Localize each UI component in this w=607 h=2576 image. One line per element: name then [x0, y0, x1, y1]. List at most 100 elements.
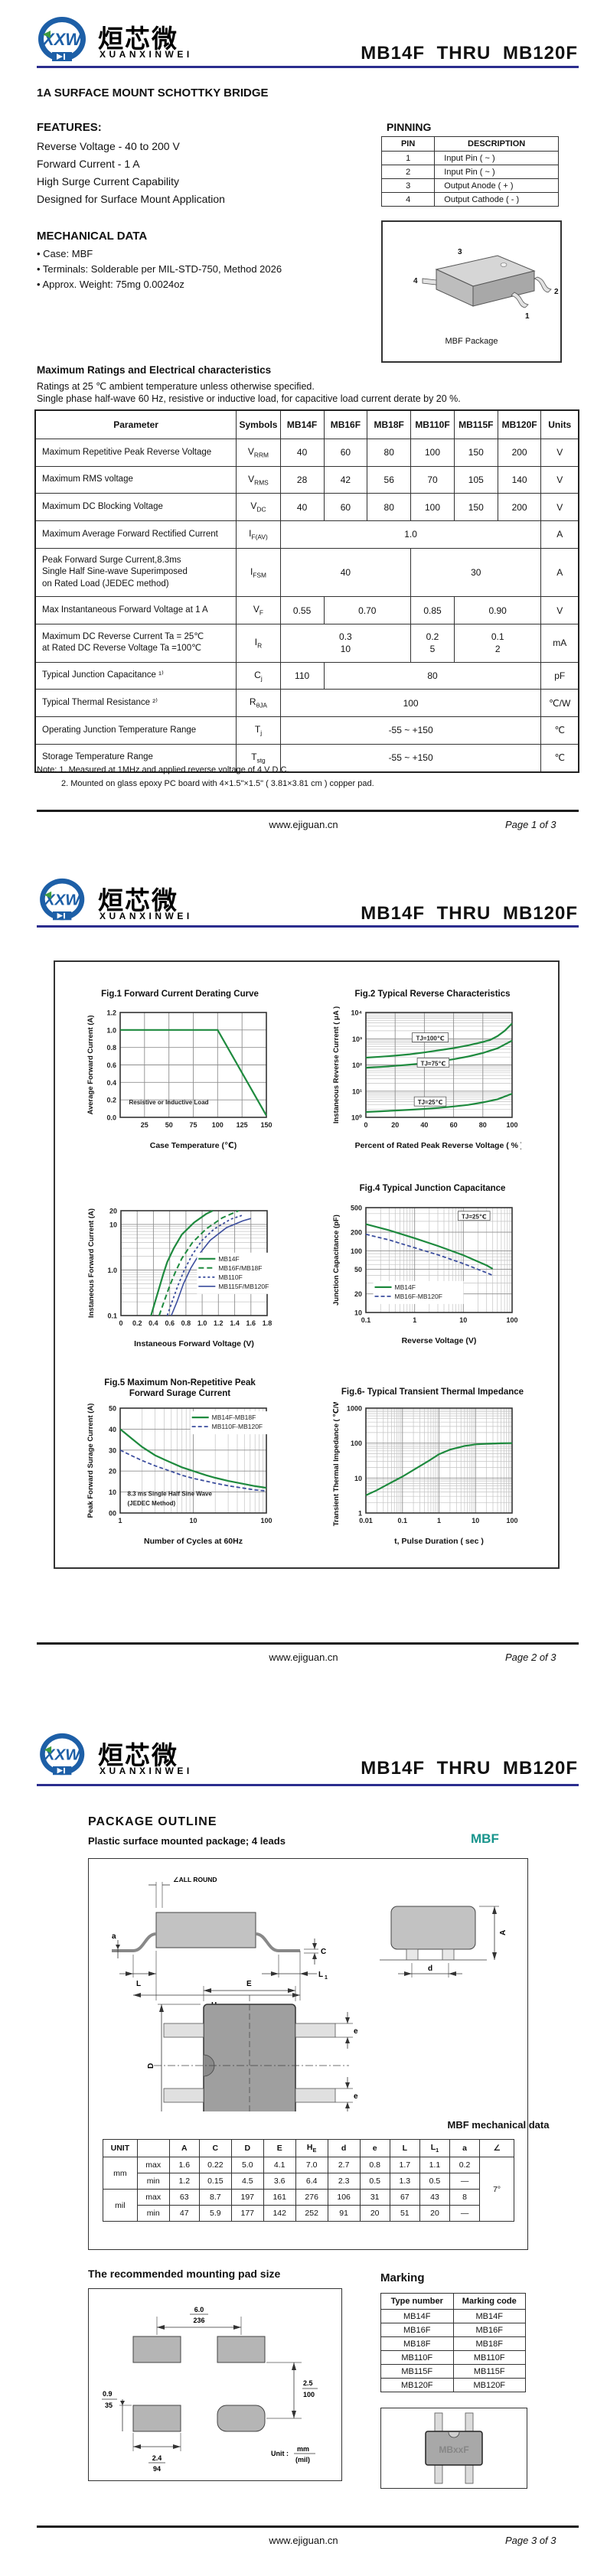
svg-text:Instaneous Forward Current (A: Instaneous Forward Current (A)	[87, 1208, 96, 1318]
dim-L1-sub: 1	[325, 1975, 328, 1981]
fig3-chart: 0 0.2 0.4 0.6 0.8 1.0 1.2 1.4 1.6 1.8 0.1 1.0 10 20 MB…	[85, 1205, 288, 1354]
svg-text:TJ=75℃: TJ=75℃	[421, 1061, 446, 1068]
feature-item-4: Designed for Surface Mount Application	[37, 193, 225, 205]
svg-text:L: L	[318, 1971, 323, 1979]
svg-text:100: 100	[351, 1247, 362, 1255]
feature-item-3: High Surge Current Capability	[37, 175, 179, 187]
ratings-table: Parameter Symbols MB14F MB16F MB18F MB110F MB1…	[34, 409, 579, 773]
fig5-chart: 1 10 100 00 10 20 30 40 50 8.3 ms Single Half Sin…	[84, 1402, 284, 1551]
pad-dim-bottom-mm: 2.4	[152, 2454, 162, 2462]
dim-C-label: C	[321, 1948, 326, 1956]
svg-text:Transient Thermal Impedance (: Transient Thermal Impedance ( ℃/W )	[332, 1402, 341, 1526]
mechanical-item-2: • Terminals: Solderable per MIL-STD-750,…	[37, 263, 282, 275]
pad-unit-mil: (mil)	[295, 2456, 310, 2464]
dim-e-label-1: e	[354, 2027, 358, 2036]
header-rule	[37, 925, 579, 928]
brand-logo-icon: XXW	[37, 1732, 92, 1782]
svg-text:0.4: 0.4	[106, 1079, 116, 1087]
svg-text:MB14F-MB18F: MB14F-MB18F	[212, 1414, 256, 1421]
svg-text:1.2: 1.2	[214, 1319, 224, 1327]
svg-text:10³: 10³	[352, 1035, 362, 1043]
pad-dim-right-mm: 2.5	[303, 2379, 313, 2387]
svg-text:0.1: 0.1	[398, 1517, 408, 1524]
footer-rule-2	[37, 1642, 579, 1645]
svg-text:60: 60	[450, 1121, 458, 1129]
pad-dim-left-mil: 35	[105, 2402, 113, 2409]
footer-rule-1	[37, 810, 579, 812]
marking-chip-box: MBxxF	[380, 2408, 527, 2489]
fig1-title: Fig.1 Forward Current Derating Curve	[101, 990, 259, 999]
svg-text:0.01: 0.01	[359, 1517, 373, 1524]
dim-L1-main: L	[318, 1971, 323, 1979]
svg-text:0.1: 0.1	[361, 1316, 371, 1324]
svg-text:10: 10	[354, 1309, 362, 1317]
footer-page-2: Page 2 of 3	[505, 1652, 556, 1663]
svg-text:1.0: 1.0	[106, 1026, 116, 1034]
svg-text:1: 1	[413, 1316, 416, 1324]
svg-text:MB110F-MB120F: MB110F-MB120F	[212, 1423, 263, 1430]
svg-text:MB16F-MB120F: MB16F-MB120F	[395, 1293, 442, 1300]
ratings-subtitle-1: Ratings at 25 ℃ ambient temperature unle…	[37, 381, 315, 392]
svg-text:75: 75	[189, 1121, 197, 1129]
svg-text:10: 10	[109, 1221, 117, 1228]
svg-text:10¹: 10¹	[352, 1087, 362, 1095]
svg-text:50: 50	[165, 1121, 173, 1129]
svg-text:10²: 10²	[352, 1061, 362, 1069]
svg-text:10: 10	[109, 1489, 116, 1496]
brand-name-zh: 烜芯微	[98, 1741, 178, 1769]
svg-text:20: 20	[109, 1208, 117, 1215]
svg-text:0.8: 0.8	[181, 1319, 191, 1327]
dim-E-label: E	[246, 1980, 252, 1988]
package-outline-subtitle: Plastic surface mounted package; 4 leads	[88, 1835, 286, 1847]
svg-text:1000: 1000	[347, 1405, 362, 1413]
figures-box	[54, 960, 560, 1569]
note-line-2: 2. Mounted on glass epoxy PC board with …	[61, 779, 374, 788]
pad-dim-top-mm: 6.0	[194, 2306, 204, 2314]
svg-text:100: 100	[260, 1517, 272, 1524]
svg-text:Instaneous Reverse Current ( μ: Instaneous Reverse Current ( μA )	[332, 1006, 341, 1123]
fig6-chart: 0.01 0.1 1 10 100 1 10 100 1000 t, Pulse Duration…	[330, 1395, 521, 1551]
svg-text:0.2: 0.2	[106, 1097, 116, 1104]
pin1-label: 1	[525, 312, 530, 321]
package-box: 3 4 2 1 MBF Package	[381, 220, 562, 363]
svg-text:100: 100	[506, 1316, 517, 1324]
svg-text:00: 00	[109, 1510, 116, 1518]
marking-chip-icon: MBxxF	[425, 2412, 483, 2484]
mechanical-item-1: • Case: MBF	[37, 248, 93, 259]
mech-data-title: MBF mechanical data	[447, 2119, 550, 2131]
svg-text:200: 200	[351, 1229, 362, 1237]
svg-text:10: 10	[472, 1517, 479, 1524]
svg-text:Case Temperature (℃): Case Temperature (℃)	[150, 1141, 237, 1150]
svg-text:50: 50	[354, 1266, 362, 1273]
chip-marking-label: MBxxF	[439, 2444, 468, 2455]
features-heading: FEATURES:	[37, 121, 102, 134]
svg-text:0.4: 0.4	[148, 1319, 158, 1327]
svg-text:1: 1	[358, 1510, 362, 1518]
outline-drawing: ∠ALL ROUND a L L 1 H E C	[112, 1876, 507, 2111]
pinning-heading: PINNING	[387, 121, 432, 133]
fig1-chart: 25 50 75 100 125 150 0.0 0.2 0.4 0.6 0.8 1.0 1.2 Resi…	[84, 1006, 276, 1156]
footer-rule-3	[37, 2525, 579, 2528]
feature-item-1: Reverse Voltage - 40 to 200 V	[37, 140, 180, 152]
svg-text:t, Pulse Duration ( sec ): t, Pulse Duration ( sec )	[394, 1537, 484, 1546]
svg-text:40: 40	[420, 1121, 428, 1129]
svg-text:0: 0	[364, 1121, 367, 1129]
svg-text:1: 1	[437, 1517, 441, 1524]
svg-text:0.6: 0.6	[106, 1061, 116, 1069]
brand-name-en: XUANXINWEI	[100, 49, 193, 60]
svg-text:Instaneous Forward Voltage (V): Instaneous Forward Voltage (V)	[134, 1339, 254, 1348]
dim-A-label: A	[499, 1930, 507, 1935]
fig2-chart: 0 20 40 60 80 100 10⁰ 10¹ 10² 10³ 10⁴ TJ=100℃ TJ=75℃…	[330, 1006, 523, 1156]
svg-text:10: 10	[459, 1316, 467, 1324]
svg-text:MB16F/MB18F: MB16F/MB18F	[218, 1264, 262, 1272]
svg-text:40: 40	[109, 1426, 116, 1433]
footer-page-1: Page 1 of 3	[505, 819, 556, 830]
doc-title: MB14F THRU MB120F	[361, 1758, 578, 1779]
brand-name-en: XUANXINWEI	[100, 911, 193, 921]
svg-text:150: 150	[260, 1121, 272, 1129]
svg-text:1.0: 1.0	[197, 1319, 207, 1327]
svg-text:125: 125	[237, 1121, 248, 1129]
package-name: MBF	[471, 1831, 499, 1846]
package-caption: MBF Package	[445, 337, 498, 346]
fig6-title: Fig.6- Typical Transient Thermal Impedan…	[341, 1387, 524, 1397]
